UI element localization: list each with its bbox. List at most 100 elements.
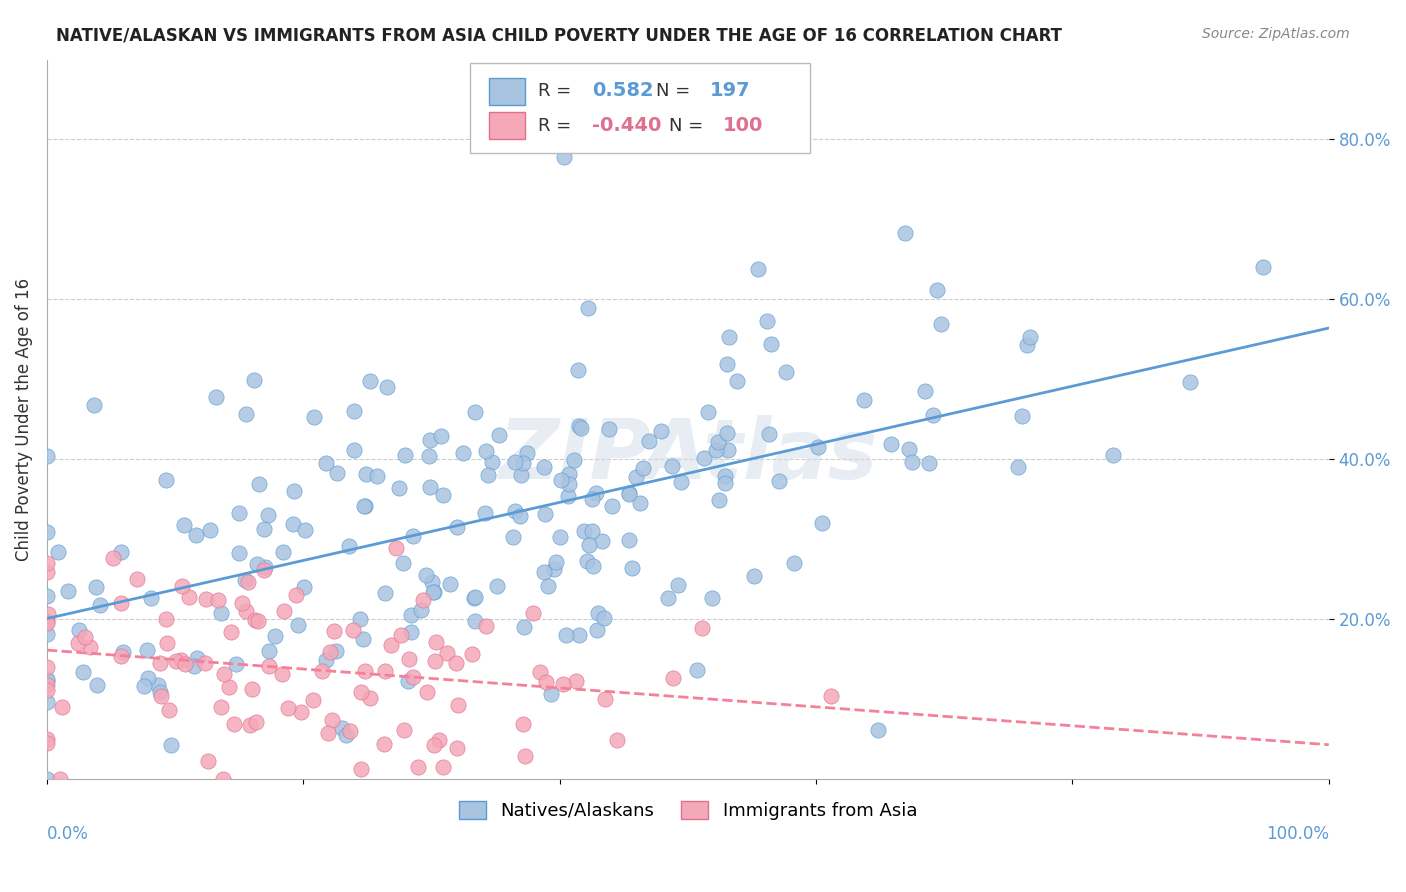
Point bbox=[693, 450, 716, 465]
Point bbox=[110, 649, 132, 664]
Point bbox=[402, 529, 425, 543]
Point bbox=[350, 684, 373, 698]
Point bbox=[575, 554, 598, 568]
Point bbox=[481, 455, 503, 469]
Point bbox=[582, 558, 605, 573]
Point bbox=[1102, 448, 1125, 462]
Point bbox=[219, 624, 242, 639]
Point bbox=[586, 606, 609, 620]
Point bbox=[339, 723, 361, 738]
Point bbox=[349, 611, 371, 625]
Point bbox=[661, 458, 683, 473]
Point bbox=[897, 442, 920, 457]
Point bbox=[425, 634, 447, 648]
Point bbox=[35, 695, 58, 709]
Point bbox=[436, 646, 458, 660]
Point bbox=[716, 357, 738, 371]
Point bbox=[558, 467, 581, 481]
Point bbox=[866, 723, 889, 737]
Point bbox=[463, 591, 485, 606]
Point bbox=[451, 446, 474, 460]
Point bbox=[925, 283, 948, 297]
Point bbox=[73, 630, 96, 644]
Point bbox=[1251, 260, 1274, 274]
Point bbox=[515, 749, 537, 764]
Point bbox=[141, 591, 163, 606]
Point bbox=[717, 330, 740, 344]
Point bbox=[35, 615, 58, 630]
Point bbox=[820, 689, 842, 703]
Point bbox=[256, 508, 278, 523]
Point bbox=[756, 314, 779, 328]
Text: Source: ZipAtlas.com: Source: ZipAtlas.com bbox=[1202, 27, 1350, 41]
Point bbox=[228, 506, 250, 520]
Point bbox=[138, 671, 160, 685]
Point bbox=[330, 721, 353, 735]
Point bbox=[696, 405, 718, 419]
Point bbox=[389, 628, 412, 642]
Point bbox=[35, 565, 58, 579]
Point bbox=[544, 555, 567, 569]
Point bbox=[35, 772, 58, 786]
Point bbox=[35, 627, 58, 641]
Point bbox=[354, 500, 377, 514]
Point bbox=[402, 670, 425, 684]
Point bbox=[768, 474, 790, 488]
Point bbox=[529, 665, 551, 679]
Point bbox=[342, 623, 364, 637]
Point bbox=[72, 665, 94, 679]
Point bbox=[464, 590, 486, 604]
Point bbox=[149, 689, 172, 703]
Point bbox=[747, 262, 769, 277]
Point bbox=[759, 337, 782, 351]
Point bbox=[690, 621, 713, 635]
FancyBboxPatch shape bbox=[489, 78, 524, 105]
Point bbox=[572, 524, 595, 539]
Point bbox=[165, 654, 187, 668]
Point bbox=[464, 614, 486, 628]
Point bbox=[415, 685, 437, 699]
Point bbox=[510, 468, 533, 483]
Point bbox=[35, 589, 58, 603]
Point bbox=[921, 408, 943, 422]
Point bbox=[548, 530, 571, 544]
Point bbox=[1011, 409, 1033, 423]
Text: R =: R = bbox=[538, 117, 576, 135]
Point bbox=[1017, 337, 1039, 351]
Point bbox=[243, 613, 266, 627]
Point bbox=[432, 759, 454, 773]
Point bbox=[432, 488, 454, 502]
Point bbox=[101, 551, 124, 566]
Point bbox=[396, 674, 419, 689]
Point bbox=[35, 678, 58, 692]
Point bbox=[918, 456, 941, 470]
Point bbox=[374, 664, 396, 678]
Point bbox=[343, 404, 366, 418]
Point bbox=[543, 562, 565, 576]
Point bbox=[666, 578, 689, 592]
Point bbox=[418, 450, 440, 464]
Legend: Natives/Alaskans, Immigrants from Asia: Natives/Alaskans, Immigrants from Asia bbox=[451, 793, 924, 827]
Point bbox=[294, 523, 316, 537]
Point bbox=[399, 607, 422, 622]
Point bbox=[246, 615, 269, 629]
Point bbox=[418, 433, 440, 447]
Point bbox=[257, 658, 280, 673]
Point bbox=[277, 701, 299, 715]
Point bbox=[488, 428, 510, 442]
Point bbox=[461, 648, 484, 662]
Point bbox=[409, 603, 432, 617]
Point bbox=[209, 700, 232, 714]
Point bbox=[58, 583, 80, 598]
Point bbox=[86, 678, 108, 692]
Point bbox=[271, 667, 294, 681]
Point bbox=[149, 685, 172, 699]
Point bbox=[392, 723, 415, 738]
Point bbox=[593, 692, 616, 706]
Point bbox=[624, 469, 647, 483]
Point bbox=[775, 365, 797, 379]
Point bbox=[194, 591, 217, 606]
Point bbox=[284, 588, 307, 602]
Point bbox=[157, 703, 180, 717]
Point bbox=[366, 469, 388, 483]
